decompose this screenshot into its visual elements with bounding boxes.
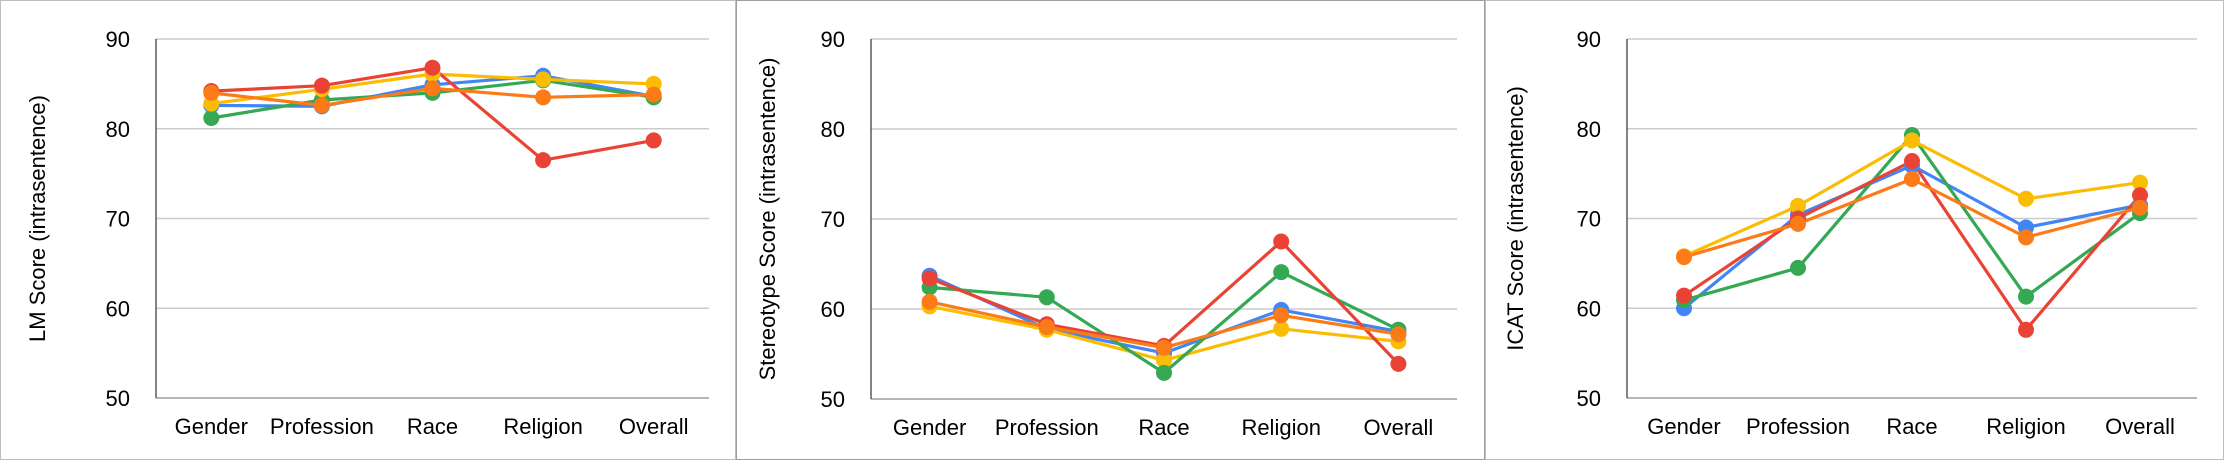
ss-series-3-point-religion <box>1273 264 1290 281</box>
ss-series-5-point-profession <box>1038 319 1055 335</box>
lm-score-chart-panel: 50 60 70 80 90 Gender Profession Race Religion Ov… <box>0 0 736 460</box>
lm-series-3-point-religion <box>535 71 552 88</box>
icat-y-tick-70: 70 <box>1577 207 1601 232</box>
lm-x-tick-religion: Religion <box>503 414 583 439</box>
lm-y-tick-90: 90 <box>106 27 130 52</box>
icat-series-4-point-religion <box>2018 321 2034 338</box>
ss-y-tick-80: 80 <box>821 117 845 142</box>
icat-series-3-point-profession <box>1790 197 1806 214</box>
lm-series-5-point-gender <box>203 84 220 101</box>
lm-x-tick-gender: Gender <box>175 414 248 439</box>
icat-x-tick-overall: Overall <box>2105 414 2175 439</box>
ss-y-axis-title: Stereotype Score (intrasentence) <box>755 58 780 381</box>
icat-x-tick-religion: Religion <box>1986 414 2066 439</box>
icat-series-4-point-gender <box>1676 287 1692 304</box>
icat-series-2-point-religion <box>2018 288 2034 305</box>
lm-series-4-point-profession <box>313 77 330 94</box>
ss-y-tick-50: 50 <box>821 387 845 412</box>
ss-series-5-point-overall <box>1390 326 1407 343</box>
lm-series-5-point-religion <box>535 89 552 106</box>
ss-series-4-point-religion <box>1273 233 1290 250</box>
ss-x-tick-overall: Overall <box>1364 415 1434 440</box>
icat-series-3-point-religion <box>2018 190 2034 207</box>
lm-y-axis-title: LM Score (intrasentence) <box>25 95 50 342</box>
lm-x-tick-profession: Profession <box>270 414 374 439</box>
ss-x-tick-race: Race <box>1138 415 1189 440</box>
icat-y-tick-90: 90 <box>1577 27 1601 52</box>
ss-y-tick-60: 60 <box>821 297 845 322</box>
ss-series-3-point-profession <box>1038 289 1055 306</box>
lm-x-tick-overall: Overall <box>619 414 689 439</box>
icat-y-axis-title: ICAT Score (intrasentence) <box>1503 86 1528 351</box>
lm-chart-svg: 50 60 70 80 90 Gender Profession Race Religion Ov… <box>25 27 709 439</box>
lm-series-4-point-race <box>424 59 441 76</box>
ss-series-5-point-race <box>1156 339 1172 356</box>
lm-series-5-point-profession <box>313 97 330 114</box>
ss-chart-svg: 50 60 70 80 90 Gender Profession Race Religion Ov… <box>755 27 1457 440</box>
icat-chart-svg: 50 60 70 80 90 Gender Profession Race Religion Ov… <box>1503 27 2197 439</box>
lm-series-4-point-religion <box>535 152 552 169</box>
icat-series-5-point-religion <box>2018 229 2034 246</box>
ss-y-tick-90: 90 <box>821 27 845 52</box>
ss-series-4-point-gender <box>921 270 938 287</box>
icat-series-5-point-gender <box>1676 249 1692 266</box>
ss-x-tick-profession: Profession <box>995 415 1099 440</box>
ss-y-tick-70: 70 <box>821 207 845 232</box>
icat-score-chart-panel: 50 60 70 80 90 Gender Profession Race Religion Ov… <box>1485 0 2224 460</box>
ss-series-2-point-religion <box>1273 320 1290 337</box>
icat-series-3-point-race <box>1904 132 1920 149</box>
ss-series-3-point-race <box>1156 364 1172 381</box>
icat-series-4-point-race <box>1904 153 1920 170</box>
lm-y-tick-70: 70 <box>106 207 130 232</box>
icat-x-tick-profession: Profession <box>1746 414 1850 439</box>
lm-y-tick-60: 60 <box>106 296 130 321</box>
ss-series-5-point-religion <box>1273 307 1290 324</box>
icat-series-5-point-overall <box>2132 199 2148 216</box>
ss-series-4-point-overall <box>1390 355 1407 372</box>
lm-series-5-point-overall <box>645 86 662 103</box>
icat-series-4-point-overall <box>2132 187 2148 204</box>
icat-x-tick-gender: Gender <box>1647 414 1720 439</box>
stereotype-score-chart-panel: 50 60 70 80 90 Gender Profession Race Religion Ov… <box>736 0 1485 460</box>
ss-series-2-point-race <box>1156 352 1172 369</box>
icat-y-tick-50: 50 <box>1577 386 1601 411</box>
icat-x-tick-race: Race <box>1886 414 1937 439</box>
ss-x-tick-religion: Religion <box>1241 415 1321 440</box>
icat-series-5-point-profession <box>1790 215 1806 232</box>
lm-y-tick-80: 80 <box>106 117 130 142</box>
lm-y-tick-50: 50 <box>106 386 130 411</box>
icat-series-5-point-race <box>1904 171 1920 188</box>
icat-y-tick-60: 60 <box>1577 296 1601 321</box>
icat-y-tick-80: 80 <box>1577 117 1601 142</box>
lm-series-5-point-race <box>424 80 441 97</box>
lm-series-4-point-overall <box>645 132 662 149</box>
lm-series-2-point-gender <box>203 109 220 126</box>
lm-x-tick-race: Race <box>407 414 458 439</box>
ss-series-5-point-gender <box>921 293 938 310</box>
ss-x-tick-gender: Gender <box>893 415 966 440</box>
icat-series-2-point-profession <box>1790 259 1806 276</box>
icat-series-3-point-overall <box>2132 174 2148 191</box>
